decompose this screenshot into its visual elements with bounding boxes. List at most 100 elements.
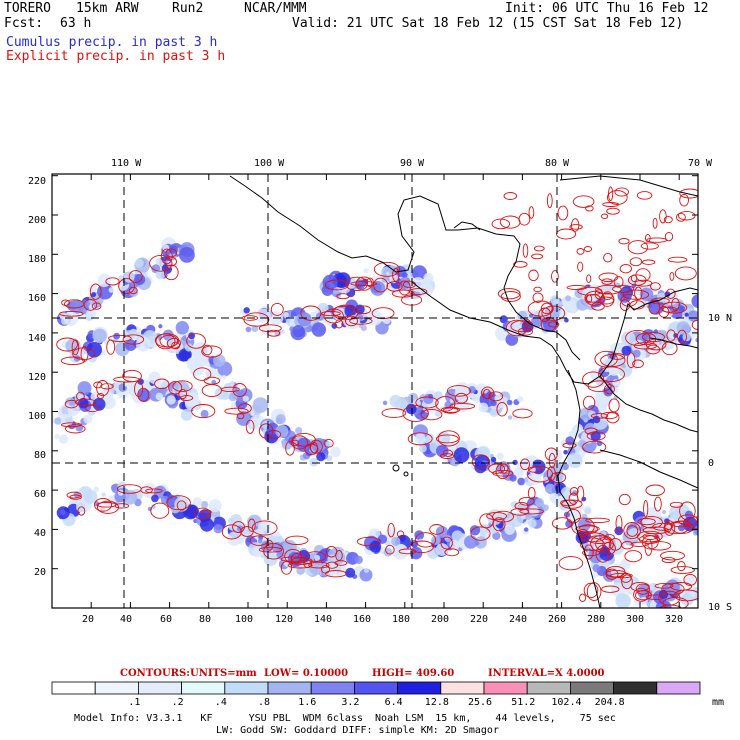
explicit-precip-contour xyxy=(587,380,612,393)
explicit-precip-contour xyxy=(366,277,374,288)
explicit-precip-contour xyxy=(566,508,581,524)
explicit-precip-contour xyxy=(641,535,659,550)
precip-blob xyxy=(435,525,449,539)
explicit-precip-contour xyxy=(398,280,411,296)
explicit-precip-contour xyxy=(66,491,82,499)
precip-blob xyxy=(242,395,249,402)
precip-blob xyxy=(175,321,189,335)
precip-blob xyxy=(322,274,338,290)
explicit-precip-contour xyxy=(243,312,270,327)
precip-blob xyxy=(93,486,99,493)
explicit-precip-contour xyxy=(548,321,560,328)
precip-blob xyxy=(275,414,286,425)
x-tick-120: 120 xyxy=(275,614,294,625)
colorbar-label: 25.6 xyxy=(468,697,493,708)
explicit-precip-contour xyxy=(113,376,140,383)
explicit-precip-contour xyxy=(83,299,98,311)
explicit-precip-contour xyxy=(510,320,534,333)
explicit-precip-contour xyxy=(671,297,680,311)
explicit-precip-contour xyxy=(670,582,693,591)
explicit-precip-contour xyxy=(587,535,612,544)
explicit-precip-contour xyxy=(626,352,636,369)
explicit-precip-contour xyxy=(642,332,665,343)
explicit-precip-contour xyxy=(605,569,627,578)
precip-blob xyxy=(54,433,60,439)
precip-blob xyxy=(684,312,689,317)
explicit-precip-contour xyxy=(76,391,85,401)
explicit-precip-contour xyxy=(594,350,618,368)
precip-blob xyxy=(296,437,312,452)
precip-blob xyxy=(412,543,418,548)
x-tick-140: 140 xyxy=(314,614,333,625)
explicit-precip-contour xyxy=(528,206,535,219)
explicit-precip-contour xyxy=(598,296,614,305)
explicit-precip-contour xyxy=(492,517,506,532)
explicit-precip-contour xyxy=(677,329,687,344)
explicit-precip-contour xyxy=(528,269,539,282)
explicit-precip-contour xyxy=(500,291,521,302)
y-tick-100: 100 xyxy=(28,411,47,422)
explicit-precip-contour xyxy=(479,513,494,529)
explicit-precip-contour xyxy=(171,341,181,350)
precip-blob xyxy=(118,275,124,281)
explicit-precip-contour xyxy=(304,551,327,562)
explicit-precip-contour xyxy=(77,506,86,516)
explicit-precip-contour xyxy=(371,307,395,320)
precip-blob xyxy=(151,494,159,503)
explicit-precip-contour xyxy=(168,380,183,395)
explicit-precip-contour xyxy=(531,253,544,260)
precip-blob xyxy=(311,322,326,337)
explicit-precip-contour xyxy=(258,423,274,439)
precip-blob xyxy=(632,349,641,358)
explicit-precip-contour xyxy=(608,398,620,413)
explicit-precip-contour xyxy=(633,587,650,602)
explicit-precip-contour xyxy=(513,261,528,268)
explicit-precip-contour xyxy=(571,517,595,536)
explicit-precip-contour xyxy=(145,488,163,494)
precip-blob xyxy=(682,516,698,532)
org-label: NCAR/MMM xyxy=(244,1,307,16)
precip-blob xyxy=(237,537,244,545)
precip-blob xyxy=(125,339,137,352)
explicit-precip-contour xyxy=(675,212,686,222)
precip-blob xyxy=(122,490,138,505)
precip-blob xyxy=(83,490,98,504)
precip-blob xyxy=(678,524,685,532)
precip-blob xyxy=(261,325,272,336)
y-tick-160: 160 xyxy=(28,293,47,304)
precip-blob xyxy=(508,512,524,528)
precip-blob xyxy=(208,499,222,513)
explicit-precip-contour xyxy=(137,387,150,402)
explicit-precip-contour xyxy=(221,386,240,393)
explicit-precip-contour xyxy=(85,404,100,413)
explicit-precip-contour xyxy=(202,344,213,356)
forecast-label: Fcst: xyxy=(4,16,44,31)
explicit-precip-contour xyxy=(247,518,256,532)
explicit-precip-contour xyxy=(678,514,698,526)
precip-blob xyxy=(192,497,202,507)
precip-blob xyxy=(354,555,363,564)
explicit-precip-contour xyxy=(349,317,373,325)
precip-blob xyxy=(474,536,487,549)
explicit-precip-contour xyxy=(677,561,686,572)
y-tick-140: 140 xyxy=(28,333,47,344)
explicit-precip-contour xyxy=(586,431,606,441)
explicit-precip-contour xyxy=(290,553,303,564)
explicit-precip-contour xyxy=(186,333,206,349)
explicit-precip-contour xyxy=(590,413,609,419)
explicit-precip-contour xyxy=(658,590,681,606)
precip-blob xyxy=(221,391,230,400)
explicit-precip-contour xyxy=(97,500,119,514)
explicit-precip-contour xyxy=(518,496,535,506)
precip-blob xyxy=(391,536,401,547)
precip-blob xyxy=(560,439,567,447)
precip-blob xyxy=(661,509,667,515)
explicit-precip-contour xyxy=(674,266,697,281)
explicit-precip-contour xyxy=(56,337,78,352)
precip-blob xyxy=(578,503,585,510)
explicit-precip-contour xyxy=(679,188,698,199)
explicit-precip-contour xyxy=(60,422,82,428)
colorbar-label: 102.4 xyxy=(551,697,582,708)
precip-blob xyxy=(592,415,601,424)
explicit-precip-contour xyxy=(645,594,666,600)
